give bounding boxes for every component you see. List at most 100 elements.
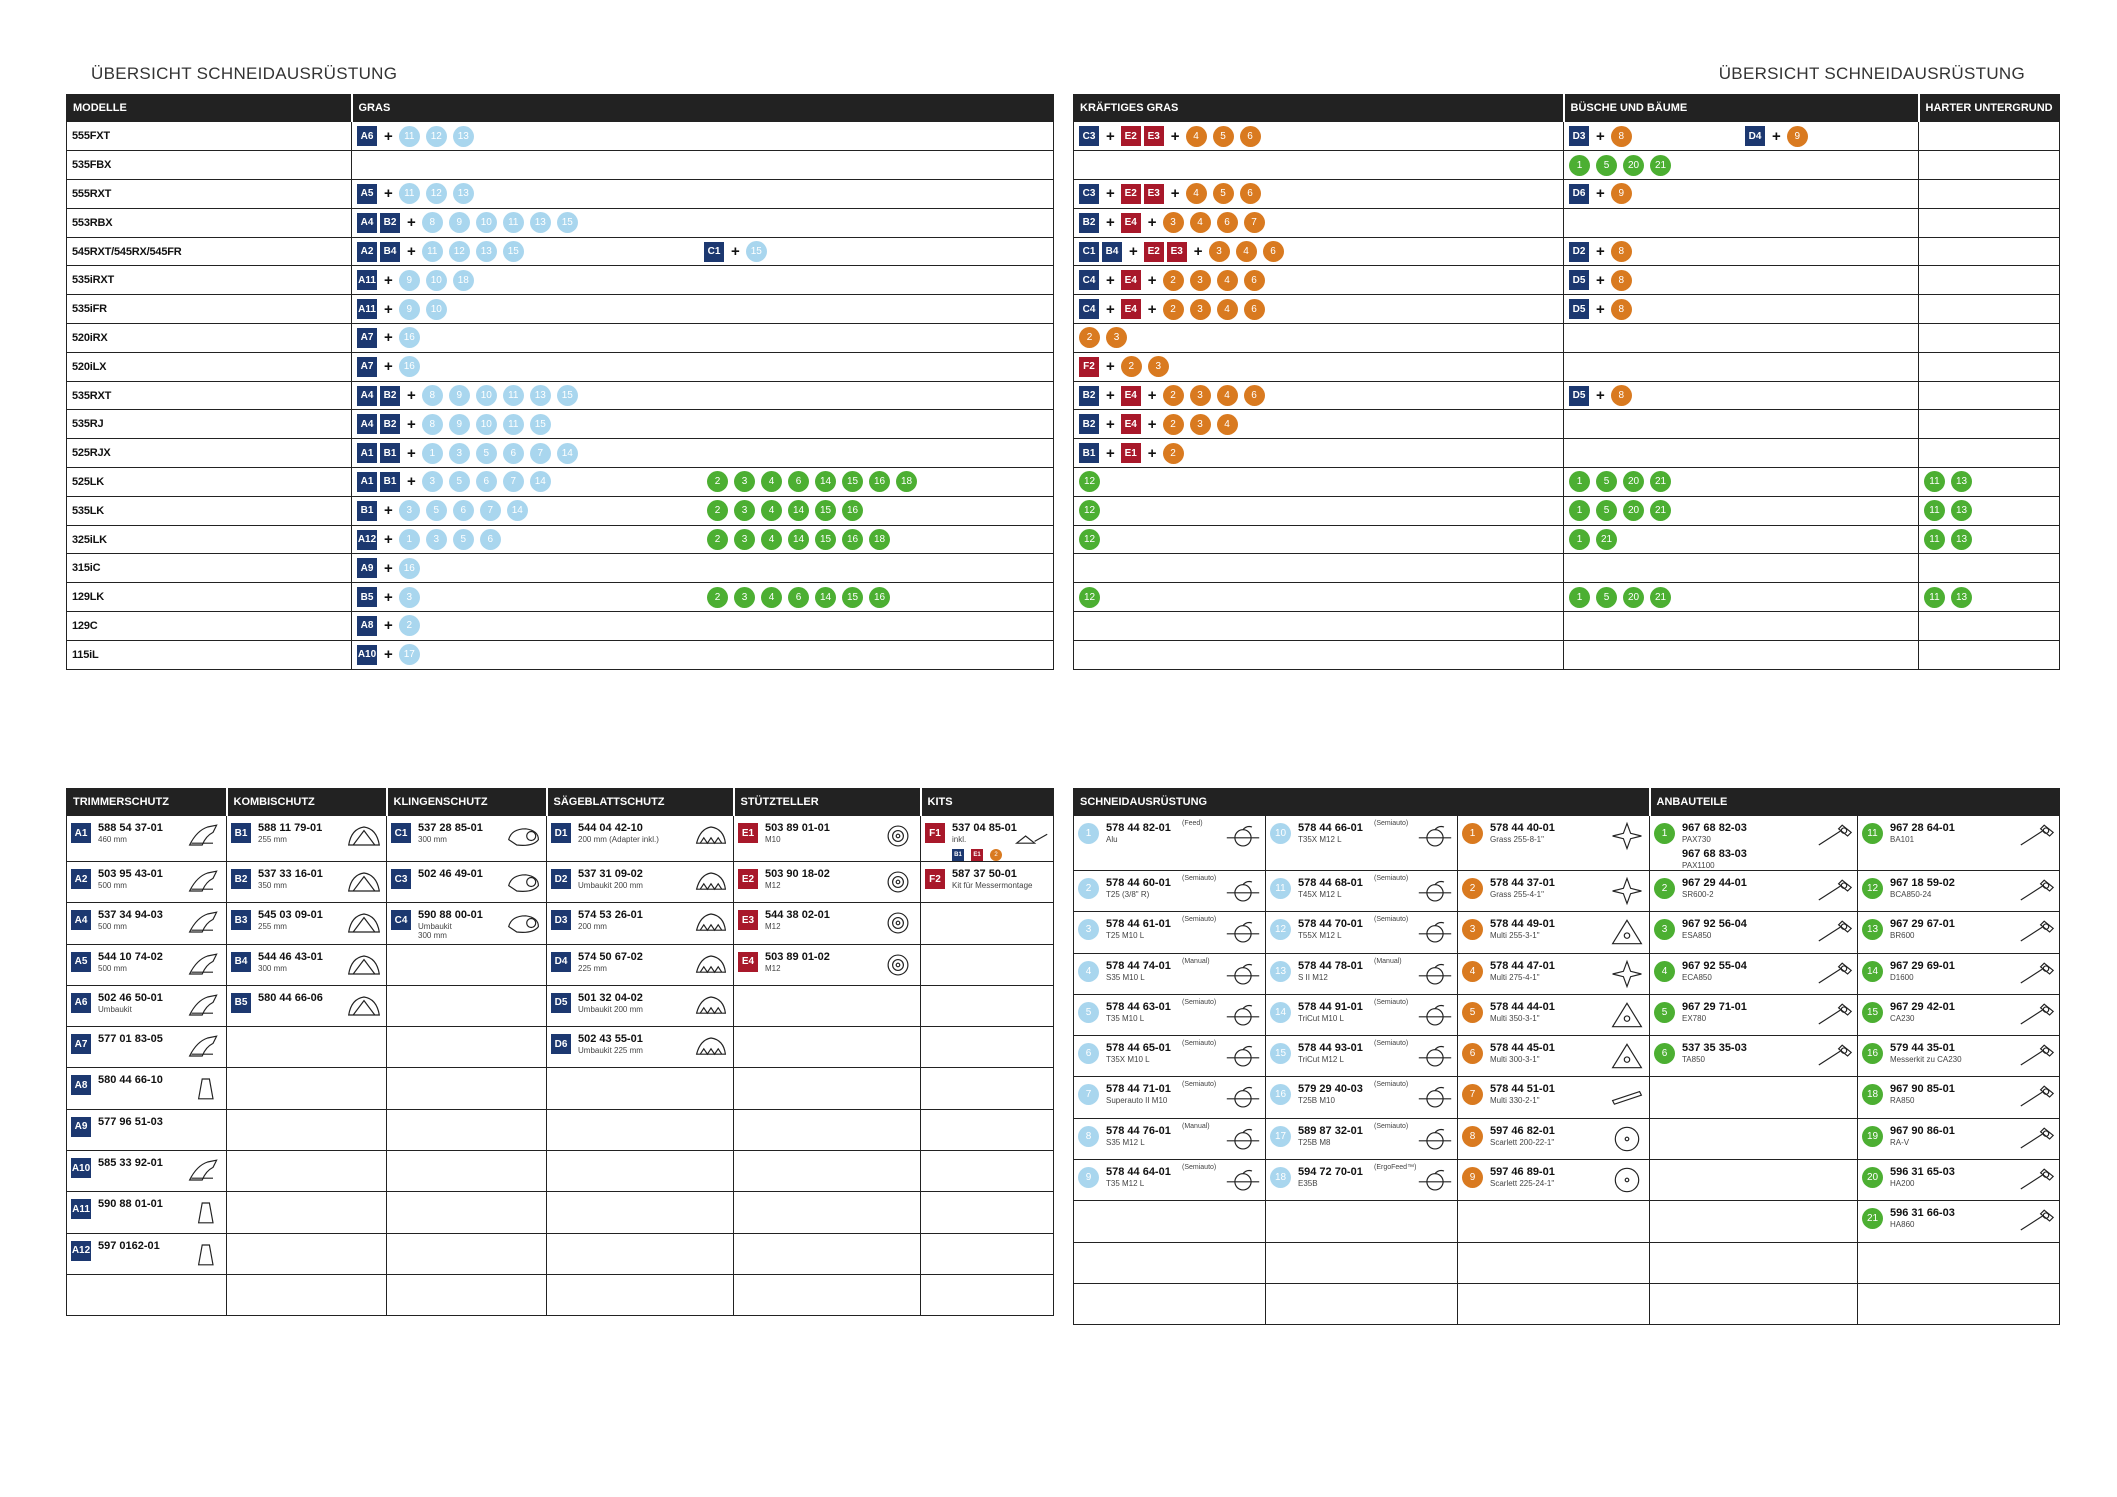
table-row: B2 + E4 +2 3 4 6 D5 +8 <box>1073 381 2060 411</box>
guards-table: TRIMMERSCHUTZ KOMBISCHUTZ KLINGENSCHUTZ SÄG… <box>66 788 1054 1317</box>
strong-grass-cell <box>1073 611 1564 641</box>
gras-cell: A9 +16 <box>351 553 1054 584</box>
part-number: 596 31 66-03 <box>1890 1207 1955 1220</box>
part-text: 574 50 67-02 225 mm <box>578 948 643 973</box>
bushes-cell <box>1563 640 1919 670</box>
part-number-circle: 3 <box>1189 298 1211 320</box>
part-number-circle: 20 <box>1623 471 1644 493</box>
gras-combo: B5 +3 <box>357 583 426 610</box>
code-badge: A12 <box>71 1240 91 1261</box>
part-number-circle: 5 <box>1654 1001 1675 1023</box>
part-number: 574 53 26-01 <box>578 909 643 922</box>
part-number-circle: 1 <box>1569 586 1590 608</box>
gras-cell: A11 +9 10 <box>351 294 1054 325</box>
equipment-cell: 12 967 18 59-02 BCA850-24 <box>1857 870 2060 913</box>
table-row: 7 578 44 71-01 Superauto II M10 (Semiauto) 1… <box>1073 1076 2060 1119</box>
code-badge: A1 <box>357 443 377 464</box>
part-number-circle: 16 <box>842 529 863 551</box>
guard-cell: E4 503 89 01-02 M12 <box>733 944 921 986</box>
gras-combo: A11 +9 10 18 <box>357 266 480 293</box>
part-number-circle: 15 <box>815 529 836 551</box>
part-description: HA200 <box>1890 1179 1915 1189</box>
table-row: A12 597 0162-01 <box>66 1233 1054 1275</box>
guard-cell <box>546 1233 734 1275</box>
plus-sign: + <box>407 387 416 405</box>
gras-combo: 2 3 4 14 15 16 <box>707 497 869 524</box>
part-number-circle: 6 <box>1239 125 1261 147</box>
part-text: 577 96 51-03 <box>98 1113 163 1129</box>
bushes-cell: D6 +9 <box>1563 179 1919 209</box>
part-number: 503 89 01-02 <box>765 950 830 963</box>
equipment-cell: 2 578 44 60-01 T25 (3/8" R) (Semiauto) <box>1073 870 1266 913</box>
model-name: 315iC <box>66 553 352 584</box>
code-badge: E4 <box>1120 385 1141 406</box>
table-row <box>1073 611 2060 641</box>
part-number-circle: 13 <box>1951 529 1972 551</box>
code-badge: E1 <box>1120 443 1141 464</box>
part-number-circle: 5 <box>1212 125 1234 147</box>
part-number-circle: 3 <box>1189 269 1211 291</box>
plus-sign: + <box>1170 185 1180 203</box>
part-number: 590 88 01-01 <box>98 1198 163 1211</box>
code-badge: C3 <box>391 869 411 889</box>
guard-cell <box>546 1109 734 1152</box>
small-guard-icon <box>186 1196 222 1228</box>
code-badge: C1 <box>704 241 724 262</box>
part-number-circle: 21 <box>1862 1208 1883 1230</box>
part-description: 300 mm <box>258 963 287 973</box>
plus-sign: + <box>407 214 416 232</box>
part-entry: A11 590 88 01-01 <box>71 1195 222 1220</box>
guard-cell <box>546 1274 734 1317</box>
part-entry: E3 544 38 02-01 M12 <box>738 906 916 931</box>
part-number: 585 33 92-01 <box>98 1157 163 1170</box>
part-number-circle: 1 <box>398 529 420 551</box>
equipment-cell: 16 579 44 35-01 Messerkit zu CA230 <box>1857 1035 2060 1078</box>
trimmer-guard-icon <box>186 949 222 981</box>
plus-sign: + <box>384 271 393 289</box>
gras-combo: A8 +2 <box>357 612 426 639</box>
guard-cell <box>733 1274 921 1317</box>
table-row: 553RBX A4 B2 +8 9 10 11 13 15 <box>66 208 1054 238</box>
guard-cell <box>386 1233 547 1275</box>
part-entry: 14 578 44 91-01 TriCut M10 L <box>1270 998 1453 1023</box>
plus-sign: + <box>384 617 393 635</box>
part-number: 578 44 82-01 <box>1106 822 1171 834</box>
part-number-circle: 2 <box>398 615 420 637</box>
plus-sign: + <box>407 243 416 261</box>
part-description: T25 (3/8" R) <box>1106 890 1150 899</box>
part-description: Scarlett 200-22-1" <box>1490 1137 1555 1147</box>
table-row: 535FBX <box>66 150 1054 181</box>
table-row: F2 +2 3 <box>1073 352 2060 382</box>
plus-sign: + <box>1106 185 1115 203</box>
part-number-circle: 13 <box>452 183 474 205</box>
table-row <box>1073 1283 2060 1326</box>
strong-grass-cell: C1 B4 + E2 E3 +3 4 6 <box>1073 237 1564 267</box>
part-entry: 14 967 29 69-01 D1600 <box>1862 957 2055 982</box>
code-badge: D3 <box>1569 126 1589 147</box>
part-number-circle: 4 <box>1185 183 1207 205</box>
table-row: 6 578 44 65-01 T35X M10 L (Semiauto) 15 578 4… <box>1073 1035 2060 1078</box>
part-number: 578 44 60-01 <box>1106 877 1171 889</box>
part-description: 500 mm <box>98 922 127 932</box>
code-badge: D2 <box>1569 241 1589 262</box>
part-number-circle: 3 <box>1106 327 1127 349</box>
trimmer-head-icon <box>1225 916 1261 948</box>
plus-sign: + <box>1596 127 1605 145</box>
hard-ground-cell: 11 13 <box>1918 496 2060 526</box>
part-description: Messerkit zu CA230 <box>1890 1055 1962 1065</box>
part-number: 578 44 49-01 <box>1490 918 1555 931</box>
guard-cell: F1 537 04 85-01 inkl. B1 E1 2 <box>920 816 1054 862</box>
guard-cell: A6 502 46 50-01 Umbaukit <box>66 985 227 1028</box>
equipment-cell: 15 967 29 42-01 CA230 <box>1857 994 2060 1037</box>
part-description: Grass 255-8-1" <box>1490 835 1544 844</box>
plus-sign: + <box>1106 300 1115 318</box>
code-badge: E2 <box>738 869 758 889</box>
combi-guard-icon <box>346 907 382 939</box>
part-entry: B2 537 33 16-01 350 mm <box>231 865 382 890</box>
bushes-combo: D2 +8 <box>1569 238 1638 265</box>
hard-ground-combo: 11 13 <box>1924 529 2054 551</box>
part-number-circle: 16 <box>398 327 420 349</box>
part-text: 578 44 64-01 T35 M12 L <box>1106 1163 1171 1188</box>
mode-note: (Semiauto) <box>1182 1040 1217 1048</box>
